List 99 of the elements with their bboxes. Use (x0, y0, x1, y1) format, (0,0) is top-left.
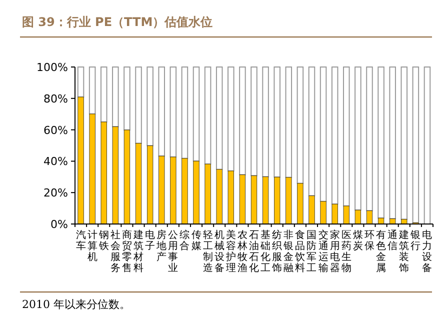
x-tick-label: 钢铁 (98, 230, 109, 252)
x-tick-label: 商贸零售 (122, 229, 132, 274)
bar (112, 66, 119, 128)
bar (135, 66, 142, 144)
bar (274, 66, 280, 178)
x-tick-label: 纺织服饰 (271, 229, 282, 274)
bar (401, 219, 408, 224)
bar (366, 210, 373, 224)
bar (216, 169, 222, 224)
x-tick-label: 建筑材料 (132, 229, 144, 274)
bar (354, 66, 362, 211)
bar (262, 66, 269, 178)
bar (204, 66, 212, 165)
bar (378, 66, 384, 219)
x-tick-label: 建筑装饰 (398, 229, 410, 274)
bar (124, 66, 130, 130)
bar (308, 196, 315, 224)
bar (228, 66, 234, 172)
bar (192, 66, 200, 162)
x-tick-label: 国防军工 (306, 230, 317, 274)
bar (170, 66, 177, 158)
x-tick-label: 银行 (410, 230, 421, 252)
bar (170, 156, 176, 224)
x-tick-label: 计算机 (87, 229, 98, 263)
bar (158, 156, 165, 224)
bar (285, 66, 292, 178)
bar (182, 158, 188, 224)
bar (308, 66, 316, 196)
bar (286, 177, 292, 224)
bar (262, 176, 269, 224)
x-tick-label: 机械设备 (214, 229, 224, 274)
bar (158, 66, 165, 157)
bar (204, 164, 211, 224)
bar (78, 96, 84, 224)
x-tick-label: 房地产 (156, 229, 167, 263)
bar (193, 160, 200, 224)
bar (343, 66, 350, 206)
y-tick-label: 40% (44, 155, 68, 168)
bar (320, 201, 326, 224)
bar (100, 66, 108, 122)
x-tick-label: 环保 (364, 230, 374, 252)
x-tick-label: 电力设备 (422, 229, 432, 274)
x-tick-label: 轻工制造 (202, 229, 213, 274)
x-tick-label: 公用事业 (168, 229, 178, 274)
bar (88, 66, 96, 114)
x-tick-label: 传媒 (191, 230, 202, 252)
bar (400, 66, 408, 220)
bar (296, 66, 304, 184)
bar (228, 170, 234, 224)
y-tick-label: 80% (44, 92, 68, 106)
y-tick-label: 0% (50, 218, 68, 231)
bar (366, 66, 373, 212)
bar (332, 204, 338, 224)
bar (216, 66, 223, 170)
bar (424, 66, 431, 224)
y-tick-label: 100% (36, 61, 68, 74)
x-tick-label: 汽车 (76, 229, 86, 252)
bar (274, 176, 280, 224)
bar (250, 175, 258, 224)
bar (100, 122, 107, 224)
bar (146, 145, 154, 224)
x-tick-label: 食品饮料 (294, 229, 306, 274)
x-tick-label: 医药生物 (341, 230, 352, 274)
bar (135, 143, 142, 224)
bar (250, 66, 258, 176)
x-tick-label: 社会服务 (110, 229, 120, 274)
x-tick-label: 交通运输 (318, 229, 328, 274)
text: 2010 年以来分位数。 (22, 298, 130, 311)
bar (112, 126, 119, 224)
bar (89, 114, 96, 224)
bar (343, 206, 350, 224)
x-tick-label: 非银金融 (282, 229, 294, 274)
bar (146, 66, 154, 146)
bar (331, 66, 338, 205)
bar (239, 66, 246, 176)
x-tick-label: 石油石化 (249, 230, 259, 274)
x-tick-label: 美容护理 (224, 229, 236, 274)
x-tick-label: 农林牧渔 (236, 230, 248, 274)
bar (389, 218, 396, 224)
bar (77, 66, 84, 98)
x-tick-label: 通信 (388, 229, 398, 252)
bar (297, 183, 304, 224)
bar (239, 174, 246, 224)
bar (124, 130, 130, 224)
x-tick-label: 家用电器 (330, 229, 340, 274)
x-tick-label: 电子 (145, 229, 156, 252)
bar (354, 210, 362, 224)
x-tick-label: 基础化工 (260, 229, 271, 274)
x-tick-label: 煤炭 (352, 229, 363, 252)
bar (389, 66, 396, 220)
x-tick-label: 有色金属 (376, 229, 386, 274)
bar (181, 66, 188, 159)
bar (412, 66, 420, 224)
bar (320, 66, 327, 202)
y-tick-label: 20% (44, 186, 68, 200)
chart-title: 图 39：行业 PE（TTM）估值水位 (22, 15, 213, 29)
x-tick-label: 综合 (180, 229, 190, 252)
bar (378, 218, 384, 224)
y-tick-label: 60% (44, 124, 68, 137)
